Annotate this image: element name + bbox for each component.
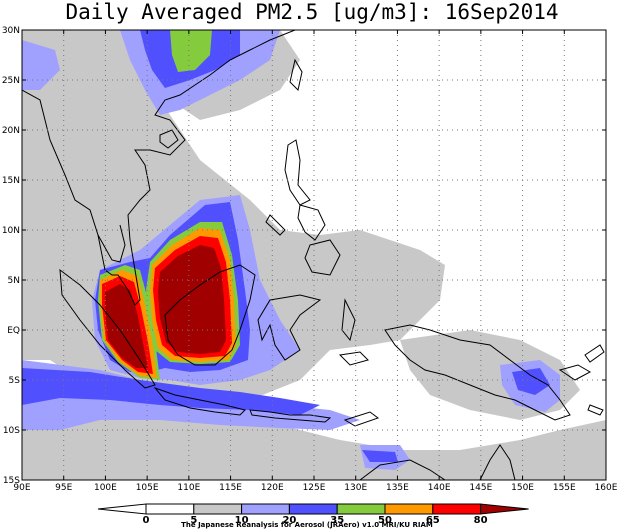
coast-hainan: [159, 129, 179, 149]
colorbar: [97, 503, 529, 515]
pm25-field-blue-south: [362, 450, 398, 462]
colorbar-box: [384, 503, 434, 515]
colorbar-high-arrow: [480, 503, 529, 515]
colorbar-level-label: 5: [190, 515, 197, 526]
credit-text: The Japanese Reanalysis for Aerosol (JRA…: [181, 521, 433, 529]
coast-sumatra: [59, 268, 156, 389]
colorbar-level-label: 0: [143, 515, 150, 526]
coast-philippines-central: [297, 204, 326, 241]
coast-halmahera: [341, 298, 356, 342]
coast-palawan: [265, 214, 286, 236]
coast-new-britain: [558, 364, 592, 381]
lat-tick-label: 10S: [3, 426, 20, 436]
lon-tick-label: 135E: [386, 483, 409, 493]
latitude-labels: 30N 25N 20N 15N 10N 5N EQ 5S 10S 15S: [2, 26, 20, 486]
map-title: Daily Averaged PM2.5 [ug/m3]: 16Sep2014: [65, 0, 558, 24]
lat-tick-label: 15N: [2, 176, 20, 186]
coast-luzon: [284, 139, 311, 206]
pm25-field-green-north: [170, 30, 212, 72]
colorbar-level-label: 50: [378, 515, 392, 526]
lon-tick-label: 155E: [553, 483, 576, 493]
coast-timor: [343, 411, 380, 427]
lon-tick-label: 145E: [469, 483, 492, 493]
colorbar-level-label: 20: [282, 515, 296, 526]
coast-sulawesi: [257, 294, 322, 361]
lon-tick-label: 160E: [595, 483, 617, 493]
lon-tick-label: 90E: [13, 483, 30, 493]
coast-australia-east: [479, 444, 516, 480]
colorbar-box: [336, 503, 386, 515]
lat-tick-label: 5S: [9, 376, 21, 386]
coast-java: [153, 386, 246, 416]
coast-solomons: [587, 404, 604, 416]
lon-tick-label: 130E: [344, 483, 367, 493]
lat-tick-label: 15S: [3, 476, 20, 486]
coast-asia-mainland: [22, 30, 296, 306]
coast-mindanao: [304, 239, 341, 276]
lon-tick-label: 125E: [303, 483, 326, 493]
lon-tick-label: 110E: [177, 483, 200, 493]
coastlines: [22, 30, 605, 480]
colorbar-level-label: 65: [426, 515, 440, 526]
coast-maluku: [338, 351, 369, 366]
lat-tick-label: 5N: [8, 276, 20, 286]
lat-tick-label: 10N: [2, 226, 20, 236]
pm25-field-darkred-central: [158, 245, 226, 354]
colorbar-level-label: 80: [474, 515, 488, 526]
colorbar-labels: 0 5 10 20 35 50 65 80: [143, 515, 488, 526]
pm25-field-blue-band: [22, 368, 320, 415]
map-gridlines: [22, 30, 606, 480]
coast-lesser-sunda: [249, 409, 332, 423]
coast-australia: [359, 459, 446, 480]
lat-tick-label: 20N: [2, 126, 20, 136]
pm25-field-lavender-west: [22, 40, 60, 90]
lat-tick-label: EQ: [7, 326, 20, 336]
lon-tick-label: 140E: [428, 483, 451, 493]
axis-ticks: [21, 29, 607, 481]
lon-tick-label: 105E: [136, 483, 159, 493]
coast-new-guinea: [384, 324, 571, 421]
coast-taiwan: [289, 58, 303, 91]
lon-tick-label: 120E: [261, 483, 284, 493]
colorbar-box: [145, 503, 195, 515]
colorbar-box: [288, 503, 338, 515]
coast-new-ireland: [584, 344, 605, 363]
lon-tick-label: 150E: [511, 483, 534, 493]
pm25-field-blue-east: [512, 368, 550, 395]
lon-tick-label: 95E: [55, 483, 72, 493]
lat-tick-label: 25N: [2, 76, 20, 86]
colorbar-box: [241, 503, 290, 515]
colorbar-level-label: 35: [330, 515, 344, 526]
pm25-field-darkred-west: [105, 284, 148, 368]
longitude-labels: 90E 95E 100E 105E 110E 115E 120E 125E 130E 135E 14…: [13, 483, 617, 493]
coast-gulf-of-thailand: [97, 224, 126, 263]
colorbar-box: [432, 503, 482, 515]
coast-borneo: [164, 264, 256, 366]
lat-tick-label: 30N: [2, 26, 20, 36]
colorbar-box: [193, 503, 243, 515]
colorbar-low-arrow: [97, 503, 147, 515]
pm25-contour-fields: [22, 30, 606, 480]
lon-tick-label: 115E: [219, 483, 242, 493]
lon-tick-label: 100E: [94, 483, 117, 493]
colorbar-level-label: 10: [235, 515, 249, 526]
